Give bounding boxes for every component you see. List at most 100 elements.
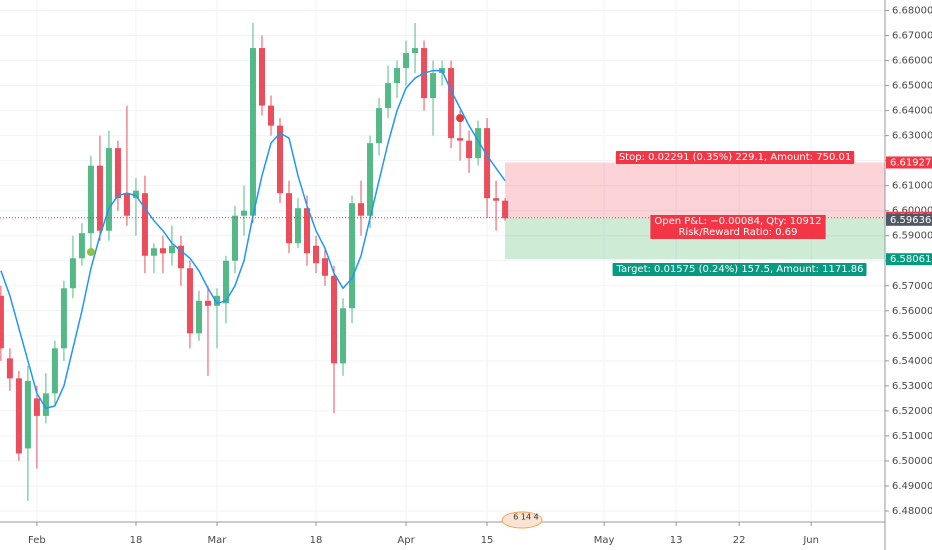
y-tick-label: 6.59000 (892, 231, 932, 242)
y-tick-label: 6.48000 (892, 506, 932, 517)
events-label: 6 14 4 (513, 513, 538, 522)
x-tick-label: 15 (481, 535, 494, 546)
x-tick-label: May (594, 535, 615, 546)
candle-body (313, 245, 320, 264)
y-tick-label: 6.51000 (892, 431, 932, 442)
candle-body (240, 210, 247, 216)
y-tick-label: 6.67000 (892, 31, 932, 42)
x-tick-label: Feb (28, 535, 46, 546)
candle-body (403, 53, 410, 69)
y-tick-label: 6.49000 (892, 481, 932, 492)
candles (0, 23, 509, 501)
moving-average (0, 69, 506, 410)
candle-body (69, 258, 76, 289)
pnl-bg (650, 215, 826, 239)
x-tick-label: 22 (733, 535, 746, 546)
x-tick-label: Jun (802, 535, 819, 546)
y-tick-label: 6.53000 (892, 381, 932, 392)
candle-body (204, 300, 211, 306)
y-tick-label: 6.65000 (892, 81, 932, 92)
stop-label: Stop: 0.02291 (0.35%) 229.1, Amount: 750… (619, 152, 851, 163)
price-label: 6.58061 (890, 254, 931, 265)
candle-body (195, 300, 202, 334)
candle-body (430, 73, 437, 99)
candle-body (213, 295, 220, 306)
signal-marker (86, 247, 95, 256)
target-label: Target: 0.01575 (0.24%) 157.5, Amount: 1… (616, 264, 864, 275)
candle-body (276, 125, 283, 194)
candle-body (267, 105, 274, 126)
candle-body (493, 198, 500, 201)
y-tick-label: 6.63000 (892, 131, 932, 142)
candle-body (231, 215, 238, 261)
candle-body (186, 268, 193, 334)
price-label: 6.59636 (890, 215, 931, 226)
candle-body (340, 308, 347, 364)
candle-body (349, 203, 356, 309)
candle-body (285, 193, 292, 244)
position-area (505, 162, 885, 260)
y-tick-label: 6.57000 (892, 281, 932, 292)
candle-body (295, 208, 302, 244)
price-label-bg (886, 213, 932, 226)
x-tick-label: Mar (208, 535, 228, 546)
price-label-bg (886, 253, 932, 266)
candle-body (249, 48, 256, 216)
candle-body (304, 208, 311, 254)
x-tick-label: 13 (670, 535, 683, 546)
candle-body (475, 128, 482, 159)
x-tick-label: 18 (310, 535, 323, 546)
candle-body (358, 203, 365, 216)
candle-body (15, 378, 22, 454)
y-tick-label: 6.68000 (892, 6, 932, 17)
candle-body (367, 143, 374, 216)
y-tick-label: 6.54000 (892, 356, 932, 367)
candle-body (141, 193, 148, 256)
candle-body (60, 288, 67, 349)
candle-body (466, 140, 473, 159)
ratio-label: Risk/Reward Ratio: 0.69 (678, 227, 797, 238)
y-tick-label: 6.55000 (892, 331, 932, 342)
candle-body (222, 260, 229, 304)
candle-body (457, 138, 464, 141)
candle-body (123, 193, 130, 216)
candle-body (322, 258, 329, 276)
candle-body (33, 398, 40, 416)
y-tick-label: 6.56000 (892, 306, 932, 317)
candle-body (502, 200, 509, 219)
stop-zone (505, 162, 885, 218)
candle-body (0, 295, 4, 349)
price-label: 6.61927 (890, 157, 931, 168)
y-tick-label: 6.64000 (892, 106, 932, 117)
candle-body (331, 275, 338, 364)
x-tick-label: Apr (397, 535, 415, 546)
overlay: Stop: 0.02291 (0.35%) 229.1, Amount: 750… (0, 151, 885, 276)
candle-body (132, 190, 139, 199)
candle-body (376, 108, 383, 144)
candle-body (159, 248, 166, 254)
y-tick-label: 6.66000 (892, 56, 932, 67)
candle-body (114, 148, 121, 199)
y-tick-label: 6.52000 (892, 406, 932, 417)
candle-body (150, 248, 157, 256)
signal-marker (456, 114, 465, 123)
candle-body (6, 358, 13, 379)
candle-body (42, 393, 49, 416)
candle-body (412, 48, 419, 54)
candle-body (24, 380, 31, 449)
pnl-label: Open P&L: −0.00084, Qty: 10912 (654, 216, 821, 227)
y-tick-label: 6.60000 (892, 206, 932, 217)
events-icon (501, 511, 543, 529)
candle-body (87, 165, 94, 234)
candle-body (258, 48, 265, 106)
candle-body (385, 83, 392, 109)
price-label-bg (886, 156, 932, 169)
candle-body (51, 348, 58, 394)
stop-label-bg (615, 151, 855, 164)
x-tick-label: 18 (130, 535, 143, 546)
candle-body (448, 68, 455, 139)
candle-body (168, 245, 175, 254)
candle-body (105, 148, 112, 231)
candle-body (177, 245, 184, 269)
